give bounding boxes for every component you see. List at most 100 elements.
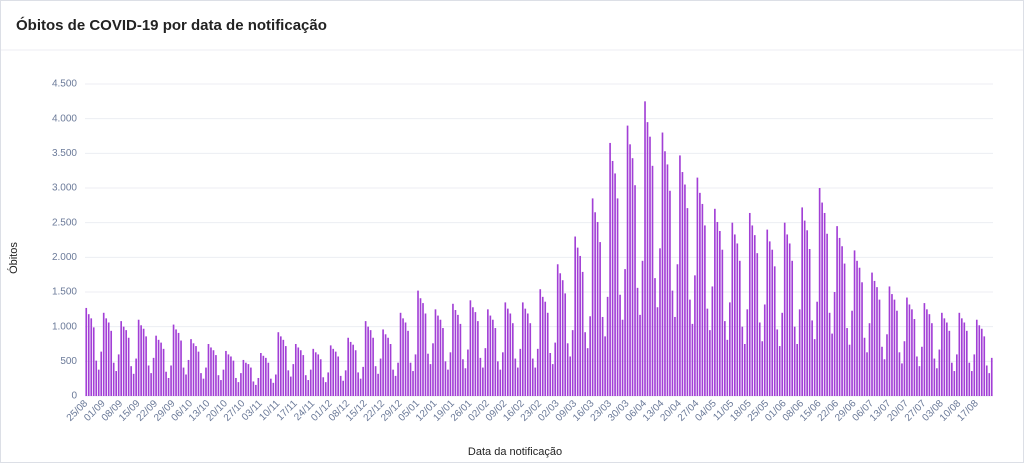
bar	[761, 341, 764, 396]
chart-title: Óbitos de COVID-19 por data de notificaç…	[16, 16, 327, 34]
bar	[664, 151, 666, 396]
bar	[302, 355, 305, 396]
bar	[197, 351, 200, 396]
bar	[796, 344, 799, 396]
bar	[554, 342, 557, 396]
bar	[686, 208, 689, 396]
bar	[641, 260, 644, 396]
bar	[417, 290, 419, 396]
bar	[110, 330, 113, 396]
bar	[384, 334, 387, 396]
bar	[584, 332, 586, 396]
bar	[205, 367, 207, 396]
bar	[484, 348, 487, 396]
bar	[165, 371, 167, 396]
bar	[457, 314, 459, 396]
bar	[257, 377, 260, 396]
bar	[85, 307, 88, 396]
bar	[596, 221, 599, 396]
bar	[477, 321, 479, 396]
bar	[240, 373, 242, 396]
bar	[422, 303, 424, 396]
bar	[314, 352, 317, 396]
bar	[287, 370, 290, 396]
bar	[591, 198, 594, 396]
bar	[115, 371, 118, 396]
bar	[392, 369, 394, 396]
bar	[569, 356, 572, 396]
bar	[746, 309, 749, 396]
bar	[534, 367, 537, 396]
bar	[968, 362, 971, 396]
bar	[803, 220, 806, 396]
bar	[883, 359, 886, 396]
bar	[464, 368, 467, 396]
bar	[529, 323, 532, 396]
bar	[619, 294, 621, 396]
bar	[629, 144, 631, 396]
bar	[472, 307, 474, 396]
bar	[841, 246, 843, 396]
bar	[140, 325, 142, 396]
bar	[227, 354, 230, 396]
bar	[389, 344, 392, 396]
bar	[846, 328, 848, 396]
bar	[374, 366, 377, 396]
bar	[626, 125, 629, 396]
bar	[906, 297, 908, 396]
bar	[160, 342, 162, 396]
bar	[155, 335, 157, 396]
bar	[514, 358, 517, 396]
bar	[826, 233, 828, 396]
bar	[576, 247, 579, 396]
bar	[541, 296, 544, 396]
bar	[297, 347, 300, 396]
bar	[190, 339, 192, 396]
bar	[689, 299, 691, 396]
bar	[671, 290, 674, 396]
bar	[773, 266, 776, 396]
bar	[748, 212, 751, 396]
bar	[726, 339, 729, 396]
bar	[863, 337, 866, 396]
bar	[524, 308, 527, 396]
bar	[709, 330, 711, 396]
bar	[951, 362, 953, 396]
bar	[87, 314, 90, 396]
bar	[701, 203, 704, 396]
bar	[207, 344, 210, 396]
bar	[786, 234, 789, 396]
bar	[167, 377, 170, 396]
bar	[364, 321, 367, 396]
bar	[843, 263, 846, 396]
bar	[329, 345, 332, 396]
bar	[192, 343, 195, 396]
bar	[980, 328, 983, 396]
bar	[751, 225, 754, 396]
bar	[519, 348, 522, 396]
bar	[821, 202, 823, 396]
bar	[609, 142, 611, 396]
bar	[851, 310, 853, 396]
bar	[589, 316, 591, 396]
bar	[152, 357, 155, 396]
bar	[112, 362, 115, 396]
bar	[881, 346, 883, 396]
bar	[988, 373, 991, 396]
bar	[195, 346, 197, 396]
bar	[339, 375, 342, 396]
bar	[724, 321, 726, 396]
bar	[177, 332, 180, 396]
bar	[953, 371, 956, 396]
bar	[616, 198, 619, 396]
bar	[516, 367, 519, 396]
bar	[235, 377, 237, 396]
bar	[125, 330, 127, 396]
bar	[130, 366, 132, 396]
bar	[975, 319, 978, 396]
bar	[551, 364, 554, 396]
bar	[694, 275, 696, 396]
bar	[606, 296, 609, 396]
bar	[220, 380, 222, 396]
